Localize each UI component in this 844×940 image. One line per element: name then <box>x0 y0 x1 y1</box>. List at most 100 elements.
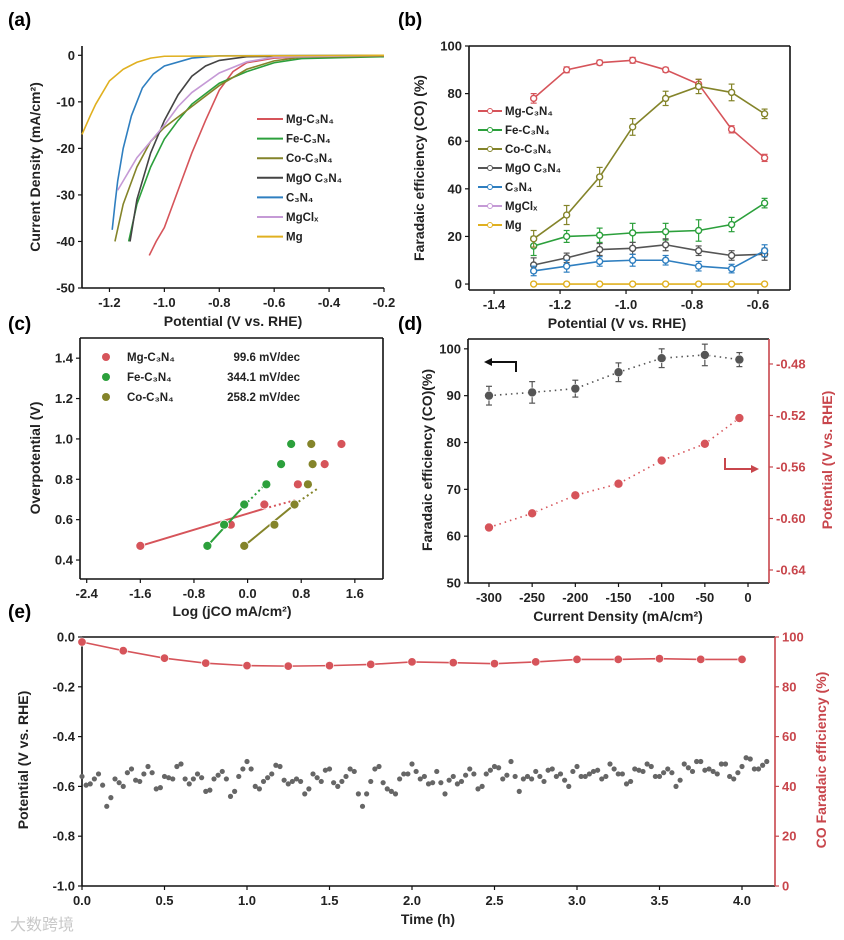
potential-point <box>417 776 423 782</box>
legend-marker <box>102 373 110 381</box>
potential-point <box>656 773 663 780</box>
potential-point <box>112 776 118 782</box>
panel-a: -1.2 -1.0 -0.8 -0.6 -0.4 -0.2 0 -10 -20 -30 -40 -50… <box>56 46 395 310</box>
potential-point <box>425 781 432 787</box>
potential-point <box>194 771 201 777</box>
potential-point <box>199 775 205 781</box>
data-point <box>135 540 146 551</box>
x-tick-label: 2.0 <box>403 893 421 908</box>
data-point <box>239 499 250 510</box>
potential-point <box>359 803 366 809</box>
y-tick-label: 0.8 <box>55 472 73 487</box>
legend-label: Mg <box>505 220 522 232</box>
potential-point <box>566 783 572 790</box>
fe-point <box>407 657 417 667</box>
potential-point <box>718 761 724 767</box>
potential-point <box>331 780 337 786</box>
x-tick-label: 0.0 <box>239 586 257 601</box>
potential-point <box>434 768 440 775</box>
potential-point <box>487 767 493 773</box>
potential-point <box>157 785 163 791</box>
potential-point <box>137 778 143 785</box>
data-point <box>628 123 637 131</box>
right-y-tick-label: 80 <box>782 679 796 694</box>
watermark: 大数跨境 <box>10 915 74 934</box>
legend-label: MgClₓ <box>505 201 538 213</box>
potential-point <box>219 768 225 775</box>
panel-label-e: (e) <box>8 602 31 623</box>
data-point <box>529 280 538 288</box>
data-point <box>336 439 347 449</box>
potential-point <box>326 766 333 772</box>
data-point <box>219 519 230 530</box>
potential-point <box>595 767 601 773</box>
potential-point <box>281 777 287 783</box>
potential-point <box>232 788 238 794</box>
legend-marker <box>487 108 493 114</box>
potential-point <box>483 771 489 777</box>
potential-point <box>661 770 667 776</box>
potential-point <box>178 761 184 767</box>
fe-point <box>489 659 499 669</box>
potential-point <box>628 778 634 785</box>
legend-label: MgO C₃N₄ <box>286 173 342 185</box>
line-series <box>114 55 385 242</box>
potential-point <box>760 762 766 768</box>
y-tick-label: 40 <box>448 181 462 196</box>
x-tick-label: 3.0 <box>568 893 586 908</box>
potential-point <box>211 776 217 782</box>
legend-label: MgO C₃N₄ <box>505 163 561 175</box>
data-point <box>527 508 537 519</box>
x-tick-label: -0.6 <box>747 297 769 312</box>
d-ylabel: Faradaic efficiency (CO)(%) <box>419 369 435 551</box>
potential-point <box>636 767 642 773</box>
data-point <box>202 540 213 551</box>
potential-point <box>351 768 357 775</box>
potential-point <box>706 766 712 772</box>
potential-point <box>694 758 700 765</box>
fit-extrapolation <box>264 498 299 510</box>
potential-point <box>409 761 415 767</box>
x-tick-label: -1.2 <box>98 295 120 310</box>
potential-point <box>182 776 188 782</box>
potential-point <box>529 776 535 782</box>
line-series <box>117 54 385 191</box>
potential-point <box>384 786 390 792</box>
potential-point <box>619 771 625 777</box>
line-series <box>533 85 766 240</box>
potential-point <box>298 778 304 785</box>
fe-point <box>366 659 376 669</box>
c-xlabel: Log (jCO mA/cm²) <box>173 603 292 619</box>
potential-point <box>590 768 597 775</box>
fit-line <box>140 507 265 547</box>
potential-point <box>141 771 147 777</box>
potential-point <box>570 768 576 775</box>
legend-marker <box>487 165 493 171</box>
right-y-tick-label: -0.56 <box>776 459 806 474</box>
potential-point <box>520 776 526 782</box>
y-tick-label: -10 <box>56 94 75 109</box>
y-tick-label: 1.2 <box>55 391 73 406</box>
potential-point <box>685 765 691 771</box>
legend-label: C₃N₄ <box>505 182 532 194</box>
data-point <box>286 439 297 449</box>
potential-point <box>124 770 130 776</box>
potential-point <box>91 776 97 782</box>
data-point <box>760 247 769 255</box>
potential-point <box>269 771 275 777</box>
legend-marker <box>487 203 493 209</box>
potential-point <box>170 776 176 782</box>
data-point <box>694 262 703 270</box>
b-xlabel: Potential (V vs. RHE) <box>548 315 686 331</box>
data-point <box>760 280 769 288</box>
potential-point <box>265 775 271 781</box>
potential-point <box>100 782 106 788</box>
potential-point <box>446 777 452 783</box>
potential-point <box>454 781 460 787</box>
potential-point <box>586 771 592 777</box>
data-point <box>562 211 571 219</box>
potential-point <box>149 770 155 776</box>
data-point <box>239 540 250 551</box>
x-tick-label: -0.4 <box>318 295 341 310</box>
potential-point <box>207 787 213 793</box>
